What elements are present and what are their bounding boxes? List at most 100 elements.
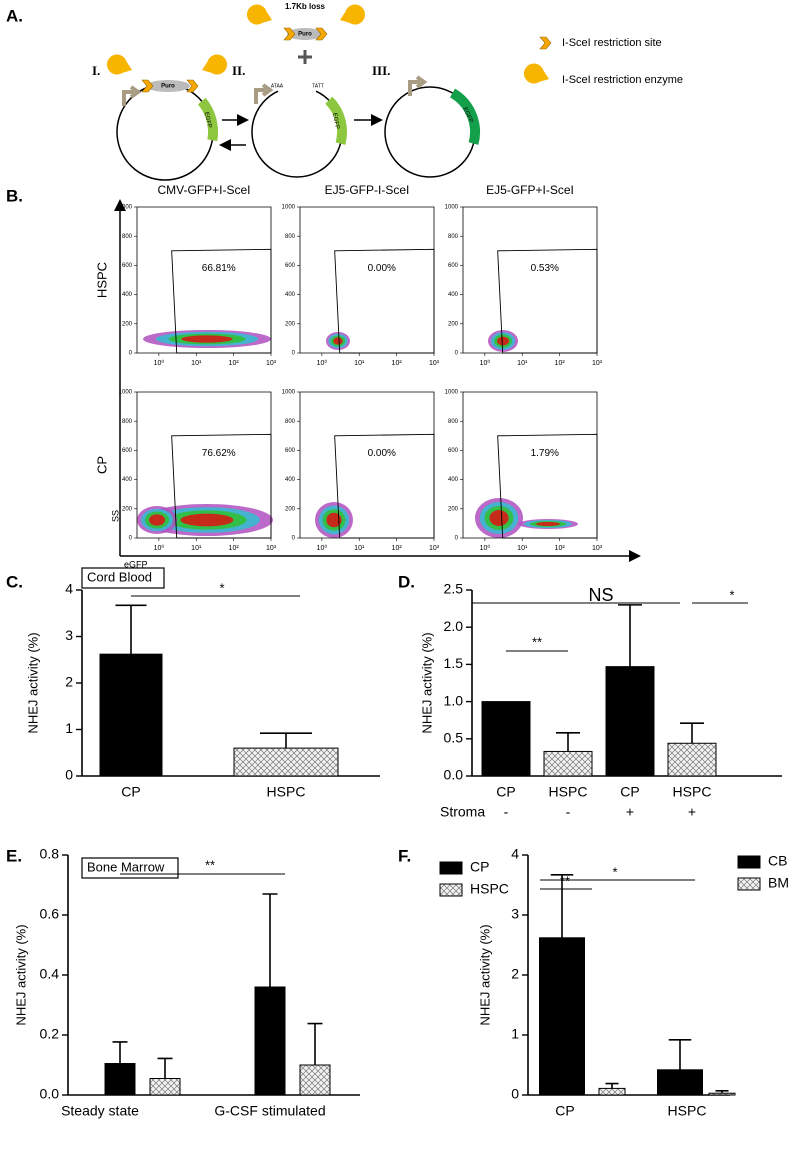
event-density [497,336,509,346]
axis-label: eGFP [124,559,148,569]
puro-label: Puro [298,32,312,38]
y-tick-label: 0 [292,536,296,542]
y-tick-label: 800 [448,234,459,240]
y-tick-label: 1 [65,720,73,736]
bar [605,666,655,777]
bar [299,1064,331,1096]
y-tick-label: 1000 [282,390,296,396]
x-tick-label: HSPC [668,1103,707,1119]
event-density [536,522,560,526]
x-tick-label: 10¹ [354,360,365,367]
x-tick-label: CP [555,1103,574,1119]
y-tick-label: 600 [285,263,296,269]
gate-percent: 0.00% [368,448,396,459]
y-tick-label: 1000 [119,205,133,211]
legend-text: I-SceI restriction enzyme [562,74,683,86]
condition-value: - [566,804,571,820]
y-tick-label: 400 [122,477,133,483]
gate [497,433,598,539]
y-tick-label: 2 [65,674,73,690]
event-density [180,513,234,527]
y-tick-label: 4 [511,846,519,862]
legend-label: BM [768,875,789,891]
plot-frame [300,206,435,353]
y-tick-label: 2.0 [444,618,464,634]
y-tick-label: 0 [292,351,296,357]
x-tick-label: 10¹ [191,360,202,367]
error-bar [668,1039,692,1070]
y-tick-label: 800 [122,234,133,240]
x-tick-label: CP [121,784,140,800]
x-tick-label: 10² [392,360,403,367]
egfp-label: EGFP [331,113,340,130]
y-tick-label: 0 [129,536,133,542]
condition-value: + [626,804,634,820]
y-tick-label: 400 [285,292,296,298]
y-tick-label: 800 [285,419,296,425]
x-tick-label: 10² [555,545,566,552]
error-bar [550,874,574,938]
panel-label: A. [6,6,23,25]
significance-label: * [612,864,617,879]
error-bar [262,893,278,987]
y-tick-label: 0 [65,767,73,783]
event-density [181,335,233,343]
y-tick-label: 600 [285,448,296,454]
y-tick-label: 0.5 [444,730,464,746]
bar [667,742,717,777]
x-tick-label: HSPC [267,784,306,800]
plus [298,50,312,64]
flow-plot: 0 200 400 600 800 1000 10⁰ 10¹ 10² 10³ 0.00% [282,205,440,367]
puro-cassette [146,80,190,92]
y-tick-label: 400 [448,477,459,483]
bar-chart: 0.0 0.5 1.0 1.5 2.0 2.5 NHEJ activity (%) CP HSP… [419,581,782,820]
y-axis-label: NHEJ activity (%) [25,632,40,733]
error-bar [680,722,704,744]
gate [171,248,272,354]
puro-label: Puro [161,84,175,90]
x-tick-label: 10² [229,360,240,367]
chart-title: Bone Marrow [87,859,165,874]
column-title: EJ5-GFP+I-SceI [486,183,574,197]
plasmid [116,83,214,181]
x-tick-label: CP [620,784,639,800]
significance-label: ** [205,857,215,872]
panel-label: C. [6,572,23,591]
x-tick-label: 10³ [266,545,277,552]
error-bar [112,1041,128,1064]
y-tick-label: 1 [511,1026,519,1042]
y-axis-label: NHEJ activity (%) [13,924,28,1025]
promoter [122,85,142,106]
legend-label: CP [470,859,489,875]
egfp-segment [449,88,481,145]
significance-label: ** [532,634,542,649]
row-label: CP [94,456,109,474]
enzyme-icon [336,1,368,30]
y-tick-label: 2.5 [444,581,464,597]
x-tick-label: HSPC [549,784,588,800]
x-tick-label: 10¹ [354,545,365,552]
y-tick-label: 1000 [119,390,133,396]
y-tick-label: 3 [65,627,73,643]
gate [334,248,435,354]
gate-percent: 0.53% [531,263,559,274]
bar-chart: 0 1 2 3 4 NHEJ activity (%) CP HSPC Cord Blood * [25,567,380,800]
condition-value: + [688,804,696,820]
flow-plot: 0 200 400 600 800 1000 10⁰ 10¹ 10² 10³ 66.81% [119,205,277,367]
bar [543,750,593,777]
site-icon [141,79,154,93]
flow-plot: 0 200 400 600 800 1000 10⁰ 10¹ 10² 10³ 0.00% [282,390,440,552]
y-tick-label: 1.0 [444,692,464,708]
y-tick-label: 600 [122,263,133,269]
promoter [408,75,428,96]
y-tick-label: 600 [448,448,459,454]
x-tick-label: 10⁰ [480,359,491,367]
enzyme-icon [104,51,136,80]
legend-text: I-SceI restriction site [562,37,662,49]
y-tick-label: 2 [511,966,519,982]
x-tick-label: 10¹ [517,545,528,552]
bar [104,1063,136,1096]
puro-cassette [287,28,323,40]
